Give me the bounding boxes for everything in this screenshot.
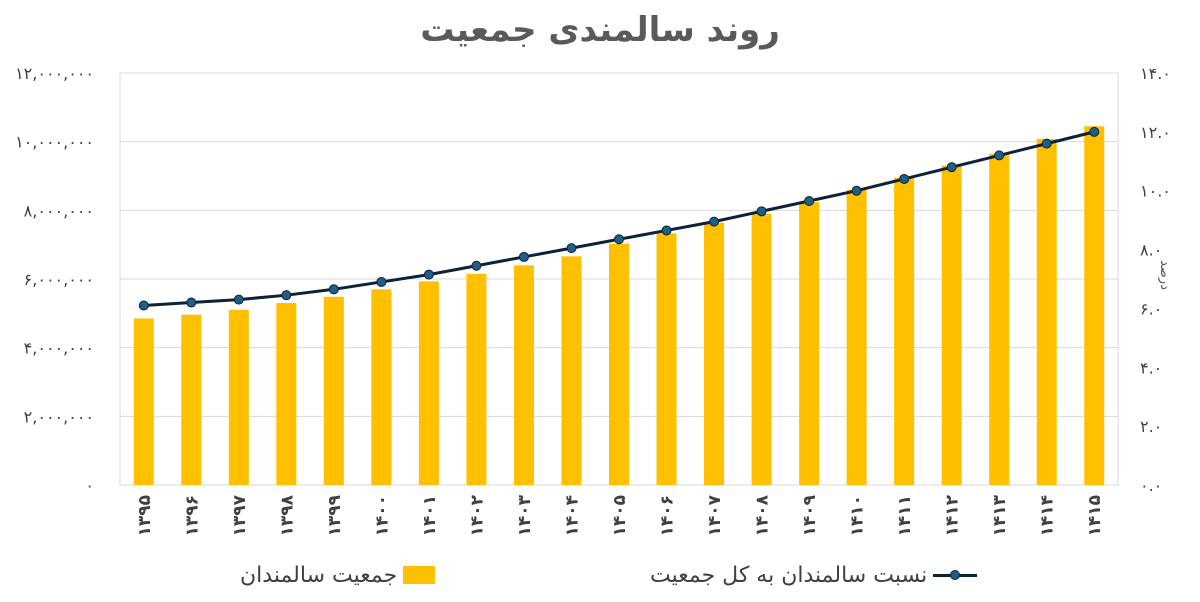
line-point	[851, 185, 862, 196]
x-tick-label: ۱۴۰۱	[420, 495, 440, 537]
line-point	[756, 206, 767, 217]
bar	[846, 189, 867, 485]
bar	[894, 177, 915, 485]
right-axis-label: درصد	[1157, 260, 1172, 290]
right-tick-label: ۸.۰	[1140, 241, 1162, 260]
line-point	[946, 162, 957, 173]
legend-item-line: نسبت سالمندان به کل جمعیت	[650, 560, 978, 590]
bar	[133, 318, 154, 485]
bar	[418, 281, 439, 485]
x-tick-label: ۱۴۰۷	[705, 494, 725, 536]
left-tick-label: ۱۲,۰۰۰,۰۰۰	[15, 64, 94, 83]
x-tick-label: ۱۴۰۹	[800, 494, 820, 536]
x-tick-label: ۱۳۹۵	[135, 495, 155, 537]
right-tick-label: ۲.۰	[1140, 417, 1162, 436]
left-tick-label: ۶,۰۰۰,۰۰۰	[24, 270, 94, 289]
x-tick-label: ۱۴۰۴	[562, 495, 582, 537]
bar	[989, 153, 1010, 485]
bar	[323, 296, 344, 485]
bar	[1084, 126, 1105, 485]
line-point	[709, 216, 720, 227]
left-tick-label: ۰	[85, 476, 94, 495]
x-tick-label: ۱۴۰۰	[372, 495, 392, 537]
x-tick-label: ۱۳۹۷	[230, 494, 250, 536]
left-tick-label: ۸,۰۰۰,۰۰۰	[24, 201, 94, 220]
legend-label-line: نسبت سالمندان به کل جمعیت	[650, 562, 928, 588]
bar	[513, 265, 534, 485]
x-tick-label: ۱۴۰۵	[610, 495, 630, 537]
right-tick-label: ۱۴.۰	[1140, 64, 1171, 83]
bar	[941, 165, 962, 485]
x-tick-label: ۱۴۱۵	[1085, 495, 1105, 537]
right-tick-label: ۴.۰	[1140, 358, 1162, 377]
right-tick-label: ۱۰.۰	[1140, 182, 1171, 201]
line-point	[661, 225, 672, 236]
line-point	[899, 173, 910, 184]
line-point	[376, 276, 387, 287]
right-tick-label: ۱۲.۰	[1140, 123, 1171, 142]
x-tick-label: ۱۴۱۰	[848, 495, 868, 537]
x-tick-label: ۱۴۱۲	[943, 494, 963, 536]
x-tick-label: ۱۴۱۴	[1038, 495, 1058, 537]
right-tick-label: ۰.۰	[1140, 476, 1162, 495]
left-tick-label: ۱۰,۰۰۰,۰۰۰	[15, 133, 94, 152]
x-tick-label: ۱۳۹۸	[277, 494, 297, 536]
bar	[799, 202, 820, 486]
bar	[1036, 138, 1057, 486]
line-point	[138, 300, 149, 311]
bar	[751, 213, 772, 485]
right-tick-label: ۶.۰	[1140, 299, 1162, 318]
line-point	[518, 251, 529, 262]
x-tick-label: ۱۳۹۶	[182, 495, 202, 537]
line-point	[1041, 138, 1052, 149]
bar	[704, 222, 725, 485]
bar	[561, 256, 582, 485]
line-point	[614, 234, 624, 245]
legend-swatch-bar	[403, 566, 436, 584]
line-point	[281, 290, 292, 301]
x-tick-label: ۱۴۰۲	[467, 494, 487, 536]
bar	[181, 314, 202, 485]
bar	[609, 243, 629, 485]
bar	[656, 233, 677, 485]
x-tick-label: ۱۴۰۸	[753, 494, 773, 536]
line-point	[471, 260, 482, 271]
line-point	[994, 150, 1005, 161]
bar	[276, 303, 297, 485]
line-point	[186, 297, 197, 308]
legend-label-bars: جمعیت سالمندان	[240, 562, 398, 588]
line-point	[804, 196, 815, 207]
bar	[466, 273, 487, 485]
line-point	[328, 284, 339, 295]
left-tick-label: ۴,۰۰۰,۰۰۰	[24, 339, 94, 358]
bar	[371, 289, 392, 485]
x-tick-label: ۱۴۰۳	[515, 494, 535, 536]
legend-swatch-line	[933, 566, 978, 584]
bar	[228, 309, 249, 485]
chart-title: روند سالمندی جمعیت	[420, 10, 780, 50]
x-tick-label: ۱۳۹۹	[325, 494, 345, 536]
legend-item-bars: جمعیت سالمندان	[240, 560, 436, 590]
line-point	[1089, 126, 1100, 137]
line-point	[233, 294, 244, 305]
left-tick-label: ۲,۰۰۰,۰۰۰	[24, 407, 94, 426]
x-tick-label: ۱۴۱۳	[990, 494, 1010, 536]
x-tick-label: ۱۴۱۱	[895, 495, 915, 537]
line-point	[423, 269, 434, 280]
line-point	[566, 243, 577, 254]
x-tick-label: ۱۴۰۶	[658, 495, 678, 537]
